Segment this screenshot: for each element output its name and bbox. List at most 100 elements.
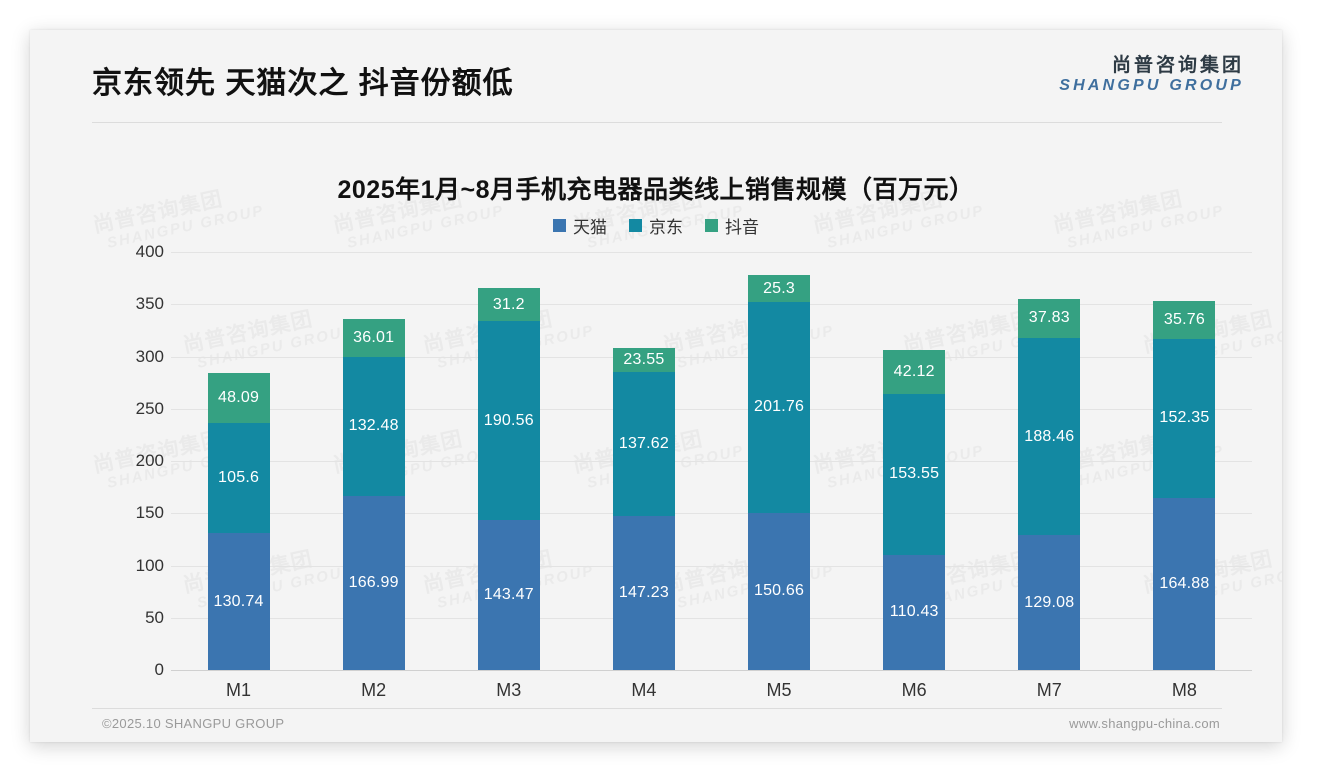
footer-copyright: ©2025.10 SHANGPU GROUP bbox=[102, 716, 285, 731]
bar-segment-京东[interactable]: 152.35 bbox=[1153, 338, 1216, 498]
bar-value-label: 130.74 bbox=[213, 592, 264, 610]
bar-stack-M4[interactable]: 147.23 137.62 23.55 bbox=[612, 347, 675, 670]
bar-stack-M5[interactable]: 150.66 201.76 25.3 bbox=[748, 275, 811, 670]
x-axis-line bbox=[171, 670, 1252, 671]
bar-stack-M6[interactable]: 110.43 153.55 42.12 bbox=[883, 350, 946, 670]
legend-item-抖音[interactable]: 抖音 bbox=[705, 213, 759, 238]
bar-value-label: 150.66 bbox=[753, 582, 805, 600]
bar-value-label: 153.55 bbox=[889, 465, 940, 483]
bar-value-label: 105.6 bbox=[218, 469, 260, 487]
legend-swatch-icon bbox=[629, 219, 642, 232]
bar-stack-M8[interactable]: 164.88 152.35 35.76 bbox=[1153, 301, 1216, 670]
slide-header: 京东领先 天猫次之 抖音份额低 尚普咨询集团 SHANGPU GROUP bbox=[30, 30, 1282, 122]
y-gridline bbox=[171, 356, 1252, 358]
x-axis-tick-label: M3 bbox=[496, 680, 522, 700]
bar-value-label: 31.2 bbox=[492, 295, 525, 313]
legend-item-京东[interactable]: 京东 bbox=[629, 213, 683, 238]
bar-stack-M3[interactable]: 143.47 190.56 31.2 bbox=[477, 288, 540, 670]
x-axis-tick-label: M5 bbox=[766, 680, 792, 700]
bar-value-label: 147.23 bbox=[618, 584, 669, 602]
footer-website: www.shangpu-china.com bbox=[1069, 716, 1220, 731]
bar-segment-天猫[interactable]: 147.23 bbox=[612, 516, 675, 670]
x-axis-tick-label: M4 bbox=[631, 680, 657, 700]
chart-title: 2025年1月~8月手机充电器品类线上销售规模（百万元） bbox=[337, 176, 975, 204]
company-logo: 尚普咨询集团 SHANGPU GROUP bbox=[1059, 56, 1244, 95]
y-gridline bbox=[171, 565, 1252, 567]
x-axis-tick-label: M1 bbox=[226, 680, 252, 700]
bar-value-label: 110.43 bbox=[889, 603, 939, 621]
bar-segment-天猫[interactable]: 129.08 bbox=[1018, 535, 1081, 670]
bar-segment-抖音[interactable]: 35.76 bbox=[1153, 301, 1216, 339]
bar-value-label: 36.01 bbox=[353, 329, 395, 347]
x-axis-tick-label: M6 bbox=[901, 680, 927, 700]
x-axis-tick-label: M8 bbox=[1171, 680, 1197, 700]
bar-segment-抖音[interactable]: 36.01 bbox=[342, 319, 405, 358]
bar-value-label: 25.3 bbox=[763, 279, 796, 297]
y-axis-tick-label: 50 bbox=[145, 607, 164, 627]
bar-segment-天猫[interactable]: 130.74 bbox=[207, 533, 270, 670]
bar-segment-天猫[interactable]: 110.43 bbox=[883, 554, 946, 670]
bar-stack-M7[interactable]: 129.08 188.46 37.83 bbox=[1018, 298, 1081, 670]
bar-value-label: 188.46 bbox=[1024, 427, 1075, 445]
y-axis-tick-label: 100 bbox=[135, 555, 164, 575]
bar-segment-抖音[interactable]: 23.55 bbox=[612, 347, 675, 373]
bar-segment-抖音[interactable]: 42.12 bbox=[883, 350, 946, 395]
legend-label: 天猫 bbox=[573, 218, 607, 237]
footer-divider bbox=[92, 708, 1222, 709]
bar-segment-抖音[interactable]: 37.83 bbox=[1018, 298, 1081, 339]
bar-segment-京东[interactable]: 132.48 bbox=[342, 357, 405, 496]
bar-value-label: 143.47 bbox=[483, 586, 534, 604]
legend-label: 京东 bbox=[649, 218, 683, 237]
legend-label: 抖音 bbox=[725, 218, 759, 237]
bar-value-label: 48.09 bbox=[218, 388, 260, 406]
y-axis-tick-label: 150 bbox=[135, 503, 164, 523]
bar-segment-天猫[interactable]: 164.88 bbox=[1153, 497, 1216, 670]
chart-plot-area: 0 50 100 150 200 250 300 350 400 130.74 105.6 48.09… bbox=[30, 30, 1282, 742]
bar-stack-M2[interactable]: 166.99 132.48 36.01 bbox=[342, 319, 405, 670]
y-gridline bbox=[171, 408, 1252, 410]
bar-segment-抖音[interactable]: 25.3 bbox=[748, 275, 811, 302]
y-axis-tick-label: 400 bbox=[135, 242, 164, 261]
bar-segment-天猫[interactable]: 143.47 bbox=[477, 520, 540, 670]
bar-value-label: 164.88 bbox=[1159, 574, 1210, 592]
bar-value-label: 42.12 bbox=[893, 363, 935, 381]
bar-value-label: 23.55 bbox=[623, 351, 665, 369]
bar-segment-京东[interactable]: 105.6 bbox=[207, 423, 270, 534]
x-axis-tick-label: M7 bbox=[1036, 680, 1062, 700]
header-divider bbox=[92, 122, 1222, 123]
bar-segment-抖音[interactable]: 31.2 bbox=[477, 288, 540, 321]
legend-swatch-icon bbox=[705, 219, 718, 232]
bar-value-label: 37.83 bbox=[1028, 309, 1070, 327]
legend-item-天猫[interactable]: 天猫 bbox=[553, 213, 607, 238]
bar-value-label: 166.99 bbox=[348, 573, 399, 591]
y-gridline bbox=[171, 252, 1252, 253]
slide-card: 尚普咨询集团 SHANGPU GROUP 尚普咨询集团 SHANGPU GROUP 尚普… bbox=[30, 30, 1282, 742]
bar-segment-抖音[interactable]: 48.09 bbox=[207, 372, 270, 424]
y-axis-tick-label: 250 bbox=[135, 398, 164, 418]
bar-segment-天猫[interactable]: 166.99 bbox=[342, 495, 405, 670]
bar-segment-京东[interactable]: 188.46 bbox=[1018, 338, 1081, 536]
bar-segment-京东[interactable]: 201.76 bbox=[748, 301, 811, 513]
bar-segment-京东[interactable]: 137.62 bbox=[612, 372, 675, 517]
y-gridline bbox=[171, 461, 1252, 462]
bar-value-label: 35.76 bbox=[1163, 310, 1205, 328]
bar-stack-M1[interactable]: 130.74 105.6 48.09 bbox=[207, 372, 270, 670]
bar-value-label: 152.35 bbox=[1159, 409, 1210, 427]
y-gridline bbox=[171, 513, 1252, 515]
y-axis-tick-label: 200 bbox=[135, 451, 164, 470]
y-gridline bbox=[171, 617, 1252, 619]
page-title: 京东领先 天猫次之 抖音份额低 bbox=[92, 67, 514, 100]
logo-text-cn: 尚普咨询集团 bbox=[1111, 55, 1244, 76]
chart-legend: 天猫 京东 抖音 bbox=[30, 213, 1282, 238]
y-axis-tick-label: 0 bbox=[154, 660, 164, 679]
bar-segment-天猫[interactable]: 150.66 bbox=[748, 512, 811, 670]
bar-segment-京东[interactable]: 153.55 bbox=[883, 394, 946, 555]
bar-value-label: 190.56 bbox=[483, 411, 534, 429]
bar-value-label: 137.62 bbox=[618, 435, 669, 453]
bar-value-label: 129.08 bbox=[1024, 593, 1075, 611]
logo-text-en: SHANGPU GROUP bbox=[1059, 76, 1244, 94]
bar-value-label: 132.48 bbox=[348, 417, 399, 435]
legend-swatch-icon bbox=[553, 219, 566, 232]
y-axis-tick-label: 300 bbox=[135, 346, 164, 366]
bar-segment-京东[interactable]: 190.56 bbox=[477, 320, 540, 521]
